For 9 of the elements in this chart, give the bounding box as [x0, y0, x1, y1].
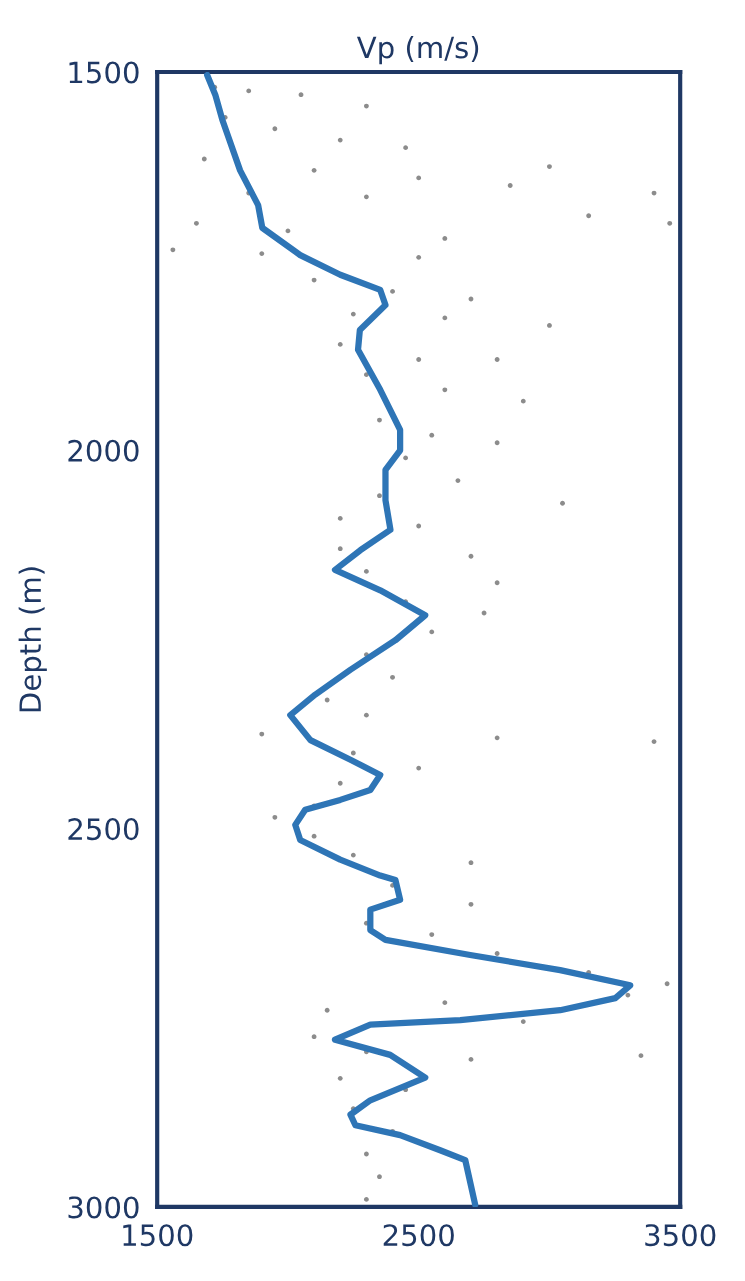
x-tick-label: 3500: [645, 1224, 716, 1247]
x-tick-label: 1500: [123, 1224, 193, 1247]
y-tick-label: 1500: [69, 61, 139, 84]
y-tick-label: 2500: [68, 818, 139, 841]
x-tick-label: 2500: [383, 1224, 454, 1247]
y-axis-title: Depth (m): [18, 567, 47, 712]
y-tick-label: 2000: [68, 439, 139, 462]
y-tick-label: 3000: [68, 1196, 139, 1219]
x-axis-title: Vp (m/s): [356, 35, 479, 65]
